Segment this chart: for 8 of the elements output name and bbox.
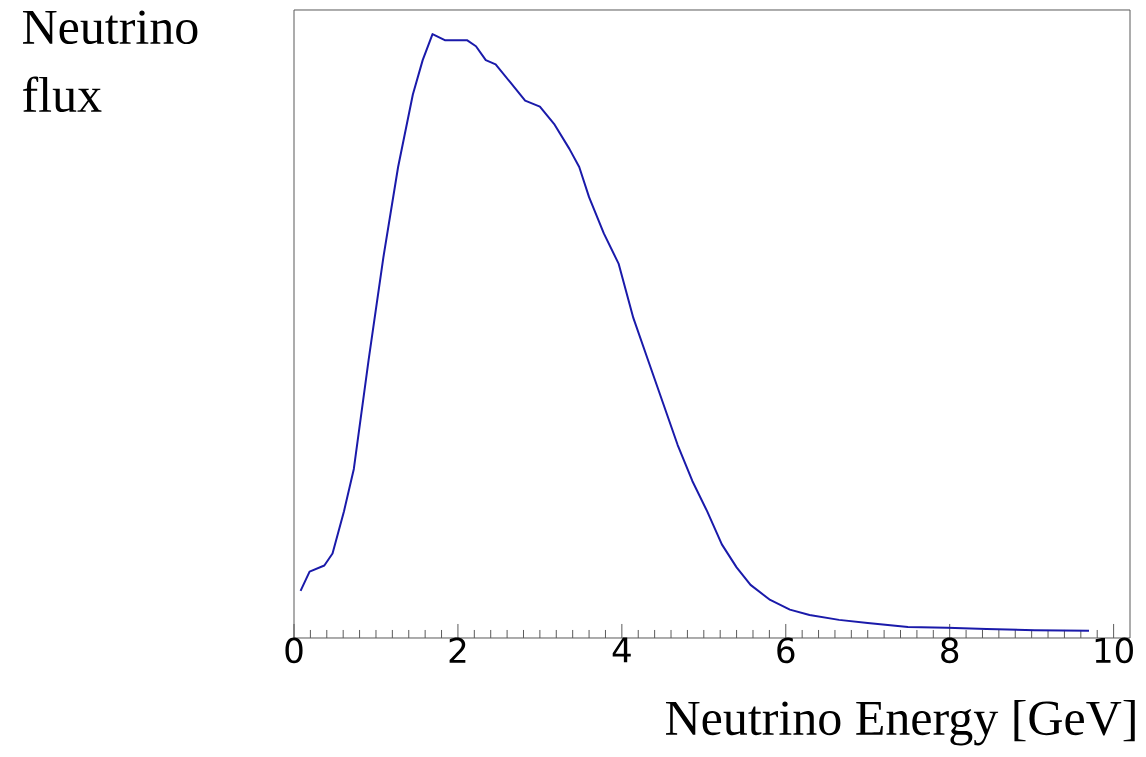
x-tick-label: 4 [612,637,631,663]
x-tick-label: 2 [449,637,466,663]
x-tick-label: 8 [941,637,959,664]
x-axis-title: Neutrino Energy [GeV] [665,699,1135,746]
x-tick-label: 10 [1095,637,1133,664]
y-axis-title: Neutrino flux [22,10,198,113]
x-tick-label: 0 [285,637,303,664]
x-tick-label: 6 [777,637,795,664]
